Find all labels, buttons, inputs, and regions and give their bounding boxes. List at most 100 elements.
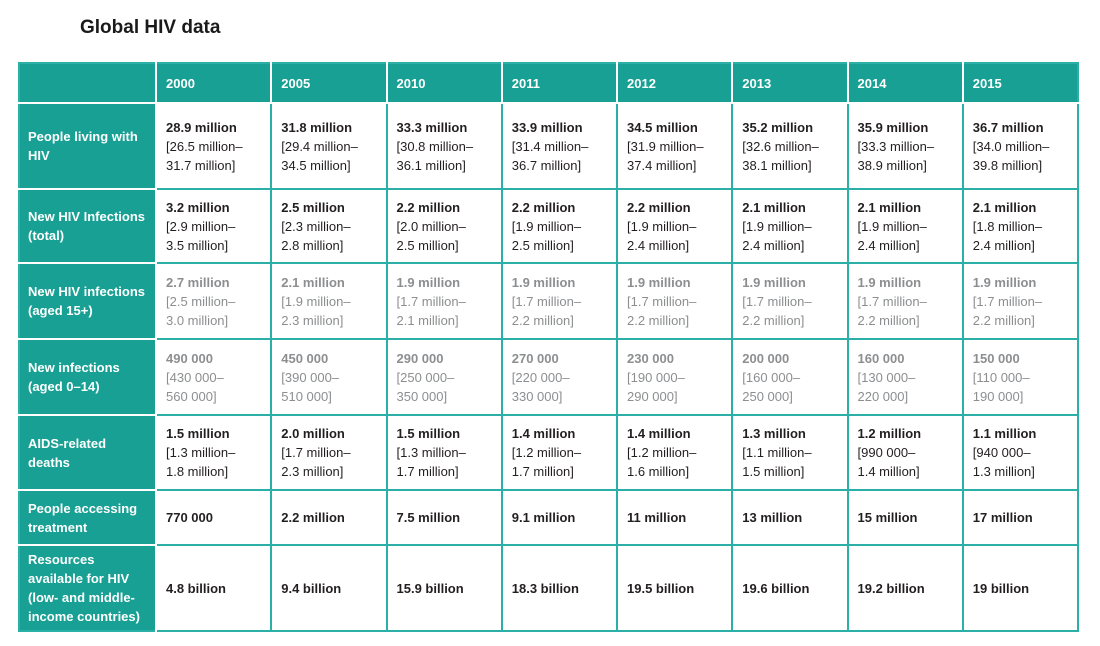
- data-cell: 2.2 million [1.9 million– 2.4 million]: [615, 188, 734, 264]
- cell-value: 2.5 million: [281, 199, 345, 215]
- data-cell: 36.7 million [34.0 million– 39.8 million]: [961, 103, 1080, 190]
- cell-range-line: 290 000]: [627, 388, 678, 404]
- year-header-2014: 2014: [847, 63, 964, 104]
- data-cell: 2.2 million [2.0 million– 2.5 million]: [385, 188, 503, 264]
- data-cell: 1.9 million [1.7 million– 2.2 million]: [846, 262, 964, 340]
- data-cell: 1.1 million [940 000– 1.3 million]: [961, 414, 1080, 491]
- cell-value: 160 000: [857, 350, 905, 366]
- cell-range-line: [1.8 million–: [972, 218, 1043, 234]
- table-row: Resources available for HIV (low- and mi…: [19, 544, 1080, 632]
- cell-range-line: [1.7 million–: [511, 293, 582, 309]
- cell-value: 2.2 million: [281, 510, 345, 525]
- data-cell: 19.5 billion: [615, 544, 734, 632]
- cell-range-line: [1.7 million–: [972, 293, 1043, 309]
- cell-range-line: [26.5 million–: [166, 138, 243, 154]
- cell-value: 1.5 million: [166, 426, 230, 441]
- year-header-2013: 2013: [732, 63, 849, 104]
- cell-value: 2.7 million: [166, 274, 230, 290]
- data-cell: 1.9 million [1.7 million– 2.2 million]: [615, 262, 734, 340]
- cell-range-line: 1.5 million]: [742, 464, 805, 479]
- cell-range-line: 37.4 million]: [627, 157, 697, 173]
- cell-range-line: 510 000]: [281, 388, 332, 404]
- data-cell: 2.2 million [1.9 million– 2.5 million]: [500, 188, 619, 264]
- data-cell: 290 000 [250 000– 350 000]: [385, 338, 503, 416]
- cell-range-line: 3.5 million]: [166, 237, 229, 253]
- cell-value: 2.1 million: [972, 199, 1037, 215]
- cell-range-line: 38.1 million]: [742, 157, 812, 173]
- cell-range-line: 1.7 million]: [511, 464, 574, 479]
- data-cell: 4.8 billion: [156, 544, 273, 632]
- cell-range-line: 2.4 million]: [972, 237, 1035, 253]
- cell-range-line: [30.8 million–: [396, 138, 474, 154]
- data-cell: 33.3 million [30.8 million– 36.1 million]: [385, 103, 503, 190]
- cell-value: 1.9 million: [972, 274, 1037, 290]
- cell-range-line: [1.7 million–: [281, 445, 351, 460]
- cell-range-line: 190 000]: [972, 388, 1024, 404]
- cell-range-line: [1.3 million–: [396, 445, 466, 460]
- cell-range-line: [1.7 million–: [857, 293, 927, 309]
- cell-value: 9.1 million: [511, 510, 576, 525]
- data-cell: 9.4 billion: [270, 544, 388, 632]
- cell-range-line: 1.6 million]: [627, 464, 690, 479]
- cell-value: 4.8 billion: [166, 580, 226, 596]
- cell-value: 11 million: [627, 510, 687, 525]
- data-cell: 2.1 million [1.9 million– 2.3 million]: [270, 262, 388, 340]
- data-cell: 1.3 million [1.1 million– 1.5 million]: [731, 414, 849, 491]
- cell-range-line: [160 000–: [742, 369, 801, 385]
- cell-range-line: [250 000–: [396, 369, 455, 385]
- cell-range-line: [430 000–: [166, 369, 224, 385]
- cell-range-line: [31.9 million–: [627, 138, 704, 154]
- cell-value: 34.5 million: [627, 119, 698, 135]
- cell-value: 15 million: [857, 510, 918, 525]
- cell-range-line: [130 000–: [857, 369, 916, 385]
- cell-value: 2.1 million: [742, 199, 806, 215]
- table-row: New HIV infections (aged 15+) 2.7 million…: [19, 262, 1080, 340]
- data-cell: 1.4 million [1.2 million– 1.7 million]: [500, 414, 619, 491]
- cell-value: 230 000: [627, 350, 674, 366]
- cell-range-line: 1.4 million]: [857, 464, 920, 479]
- cell-value: 19.5 billion: [627, 580, 695, 596]
- cell-range-line: [1.9 million–: [511, 218, 582, 234]
- data-cell: 1.4 million [1.2 million– 1.6 million]: [615, 414, 734, 491]
- cell-value: 19 billion: [972, 580, 1030, 596]
- data-cell: 1.9 million [1.7 million– 2.1 million]: [385, 262, 503, 340]
- cell-value: 270 000: [511, 350, 559, 366]
- header-row: 2000 2005 2010 2011 2012 2013 2014 2015: [19, 63, 1080, 104]
- cell-value: 1.3 million: [742, 426, 806, 441]
- cell-range-line: 2.1 million]: [396, 312, 459, 328]
- cell-range-line: [1.9 million–: [742, 218, 812, 234]
- cell-value: 35.2 million: [742, 119, 814, 135]
- cell-value: 15.9 billion: [396, 580, 464, 596]
- cell-range-line: [34.0 million–: [972, 138, 1050, 154]
- row-label-cell: People accessing treatment: [19, 490, 157, 546]
- table-row: AIDS-related deaths 1.5 million [1.3 milli…: [19, 414, 1080, 491]
- cell-value: 2.1 million: [281, 274, 345, 290]
- data-cell: 1.9 million [1.7 million– 2.2 million]: [961, 262, 1080, 340]
- data-cell: 1.2 million [990 000– 1.4 million]: [846, 414, 964, 491]
- cell-value: 200 000: [742, 350, 790, 366]
- data-cell: 34.5 million [31.9 million– 37.4 million]: [615, 103, 734, 190]
- cell-range-line: [1.3 million–: [166, 445, 236, 460]
- data-cell: 15 million: [846, 489, 964, 546]
- table-body: People living with HIV 28.9 million [26.5 …: [19, 103, 1080, 632]
- cell-range-line: [1.9 million–: [627, 218, 697, 234]
- cell-value: 19.2 billion: [857, 580, 925, 596]
- data-cell: 11 million: [615, 489, 734, 546]
- table-row: People living with HIV 28.9 million [26.5 …: [19, 103, 1080, 190]
- cell-range-line: 2.2 million]: [857, 312, 920, 328]
- cell-range-line: [2.5 million–: [166, 293, 236, 309]
- cell-value: 1.5 million: [396, 426, 461, 441]
- cell-range-line: [1.2 million–: [627, 445, 697, 460]
- cell-range-line: 330 000]: [511, 388, 563, 404]
- data-cell: 17 million: [961, 489, 1080, 546]
- data-cell: 2.0 million [1.7 million– 2.3 million]: [270, 414, 388, 491]
- year-header-2005: 2005: [271, 63, 388, 104]
- data-cell: 18.3 billion: [500, 544, 619, 632]
- cell-range-line: 31.7 million]: [166, 157, 236, 173]
- year-header-2000: 2000: [156, 63, 273, 104]
- cell-range-line: 2.8 million]: [281, 237, 344, 253]
- cell-range-line: [1.9 million–: [857, 218, 927, 234]
- cell-range-line: 2.2 million]: [511, 312, 574, 328]
- cell-range-line: 34.5 million]: [281, 157, 351, 173]
